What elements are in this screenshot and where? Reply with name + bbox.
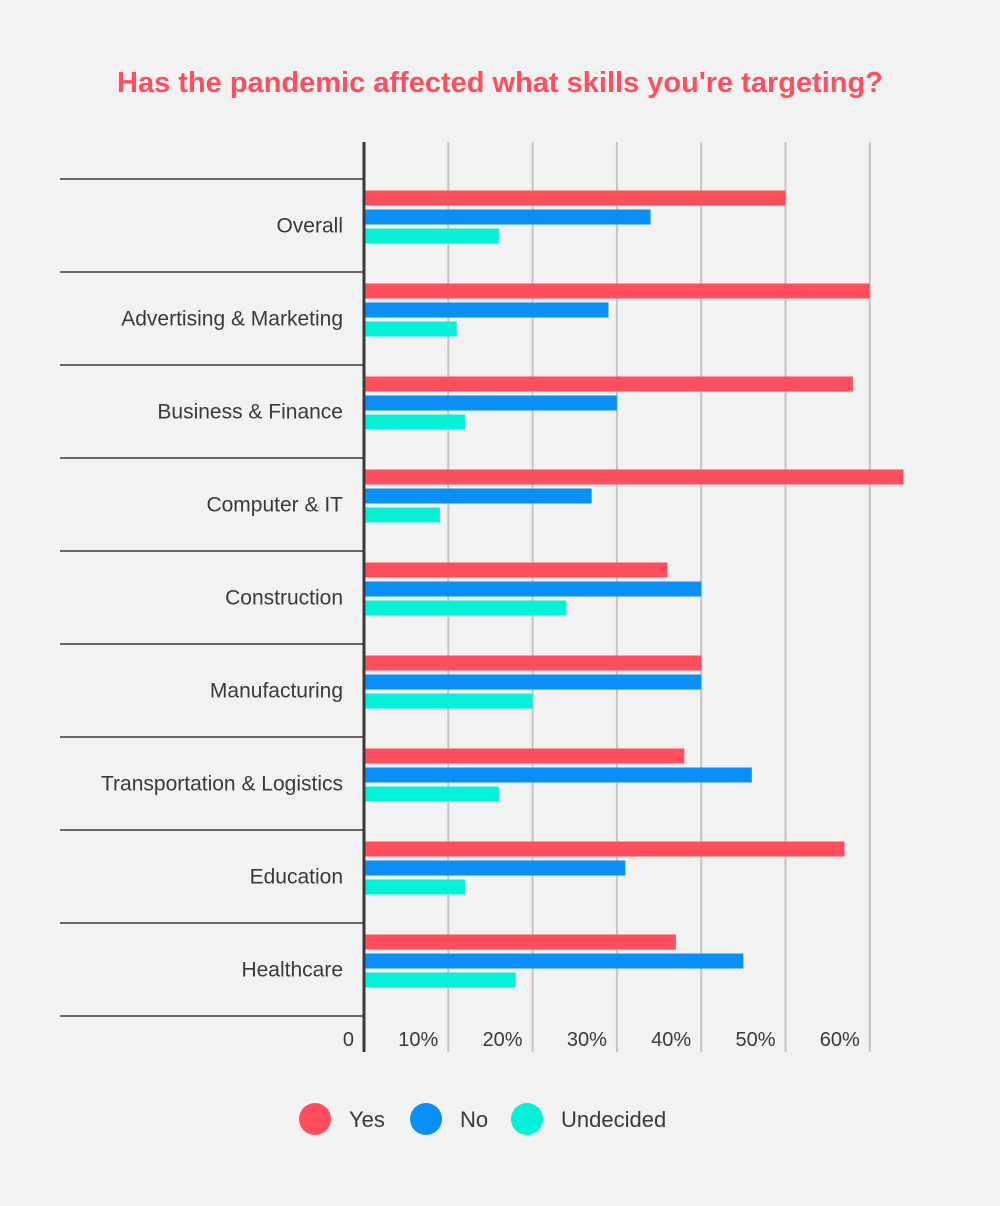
bar-yes (364, 934, 676, 950)
category-label: Manufacturing (210, 680, 343, 703)
category-label: Computer & IT (206, 494, 343, 517)
bar-no (364, 395, 617, 411)
bar-no (364, 860, 626, 876)
bar-undecided (364, 321, 457, 337)
category-label: Education (250, 866, 343, 889)
category-separators (60, 178, 364, 1017)
x-tick-label: 10% (398, 1029, 438, 1051)
x-tick-labels: 0 10% 20% 30% 40% 50% 60% (343, 1029, 860, 1051)
bar-no (364, 488, 592, 504)
legend: Yes No Undecided (299, 1103, 666, 1135)
category-label: Construction (225, 587, 343, 610)
bar-undecided (364, 414, 466, 430)
bars (364, 190, 904, 988)
category-label: Overall (276, 215, 343, 238)
chart-title: Has the pandemic affected what skills yo… (117, 67, 883, 99)
bar-undecided (364, 228, 499, 244)
bar-no (364, 953, 744, 969)
legend-marker-yes (299, 1103, 331, 1135)
x-tick-label: 40% (651, 1029, 691, 1051)
bar-yes (364, 190, 786, 206)
x-tick-label: 50% (735, 1029, 775, 1051)
x-tick-label: 60% (820, 1029, 860, 1051)
category-label: Business & Finance (157, 401, 343, 424)
bar-no (364, 209, 651, 225)
bar-yes (364, 376, 853, 392)
legend-marker-undecided (511, 1103, 543, 1135)
bar-no (364, 302, 609, 318)
legend-marker-no (410, 1103, 442, 1135)
bar-undecided (364, 972, 516, 988)
category-label: Advertising & Marketing (121, 308, 343, 331)
bar-undecided (364, 507, 440, 523)
legend-label-yes: Yes (349, 1107, 385, 1132)
bar-yes (364, 283, 870, 299)
bar-yes (364, 841, 845, 857)
bar-undecided (364, 786, 499, 802)
category-label: Healthcare (241, 959, 343, 982)
legend-label-undecided: Undecided (561, 1107, 666, 1132)
grid-lines (447, 142, 871, 1052)
x-tick-label: 30% (567, 1029, 607, 1051)
bar-no (364, 674, 702, 690)
bar-yes (364, 562, 668, 578)
x-tick-label: 0 (343, 1029, 354, 1051)
bar-yes (364, 748, 685, 764)
category-label: Transportation & Logistics (101, 773, 343, 796)
bar-undecided (364, 879, 466, 895)
bar-yes (364, 469, 904, 485)
bar-no (364, 767, 752, 783)
category-labels: Overall Advertising & Marketing Business &… (101, 215, 343, 982)
bar-yes (364, 655, 702, 671)
x-tick-label: 20% (483, 1029, 523, 1051)
bar-undecided (364, 693, 533, 709)
legend-label-no: No (460, 1107, 488, 1132)
bar-undecided (364, 600, 567, 616)
bar-no (364, 581, 702, 597)
